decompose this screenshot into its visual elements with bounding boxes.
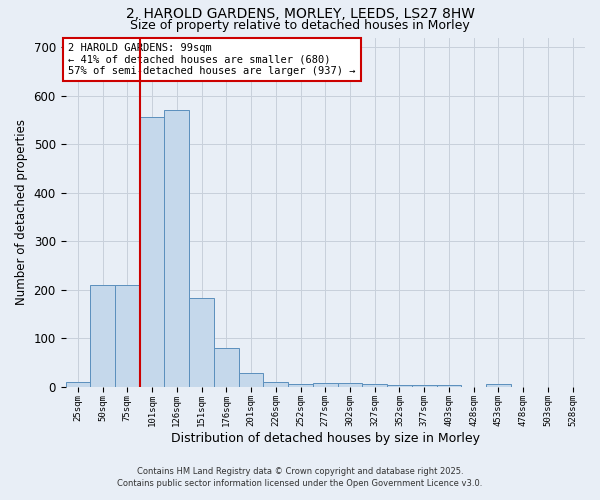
Bar: [362, 384, 387, 386]
Text: 2 HAROLD GARDENS: 99sqm
← 41% of detached houses are smaller (680)
57% of semi-d: 2 HAROLD GARDENS: 99sqm ← 41% of detache…: [68, 42, 356, 76]
Bar: [387, 385, 412, 386]
Y-axis label: Number of detached properties: Number of detached properties: [15, 119, 28, 305]
Text: Contains HM Land Registry data © Crown copyright and database right 2025.: Contains HM Land Registry data © Crown c…: [137, 467, 463, 476]
Bar: [313, 382, 338, 386]
Bar: [214, 348, 239, 387]
Text: 2, HAROLD GARDENS, MORLEY, LEEDS, LS27 8HW: 2, HAROLD GARDENS, MORLEY, LEEDS, LS27 8…: [125, 8, 475, 22]
Bar: [288, 384, 313, 386]
Bar: [338, 382, 362, 386]
Bar: [164, 110, 189, 386]
Text: Contains public sector information licensed under the Open Government Licence v3: Contains public sector information licen…: [118, 478, 482, 488]
Bar: [437, 385, 461, 386]
Bar: [115, 284, 140, 386]
Bar: [412, 385, 437, 386]
Bar: [239, 374, 263, 386]
X-axis label: Distribution of detached houses by size in Morley: Distribution of detached houses by size …: [171, 432, 480, 445]
Bar: [140, 116, 164, 386]
Text: Size of property relative to detached houses in Morley: Size of property relative to detached ho…: [130, 18, 470, 32]
Bar: [486, 384, 511, 386]
Bar: [263, 382, 288, 386]
Bar: [90, 284, 115, 386]
Bar: [189, 298, 214, 386]
Bar: [65, 382, 90, 386]
